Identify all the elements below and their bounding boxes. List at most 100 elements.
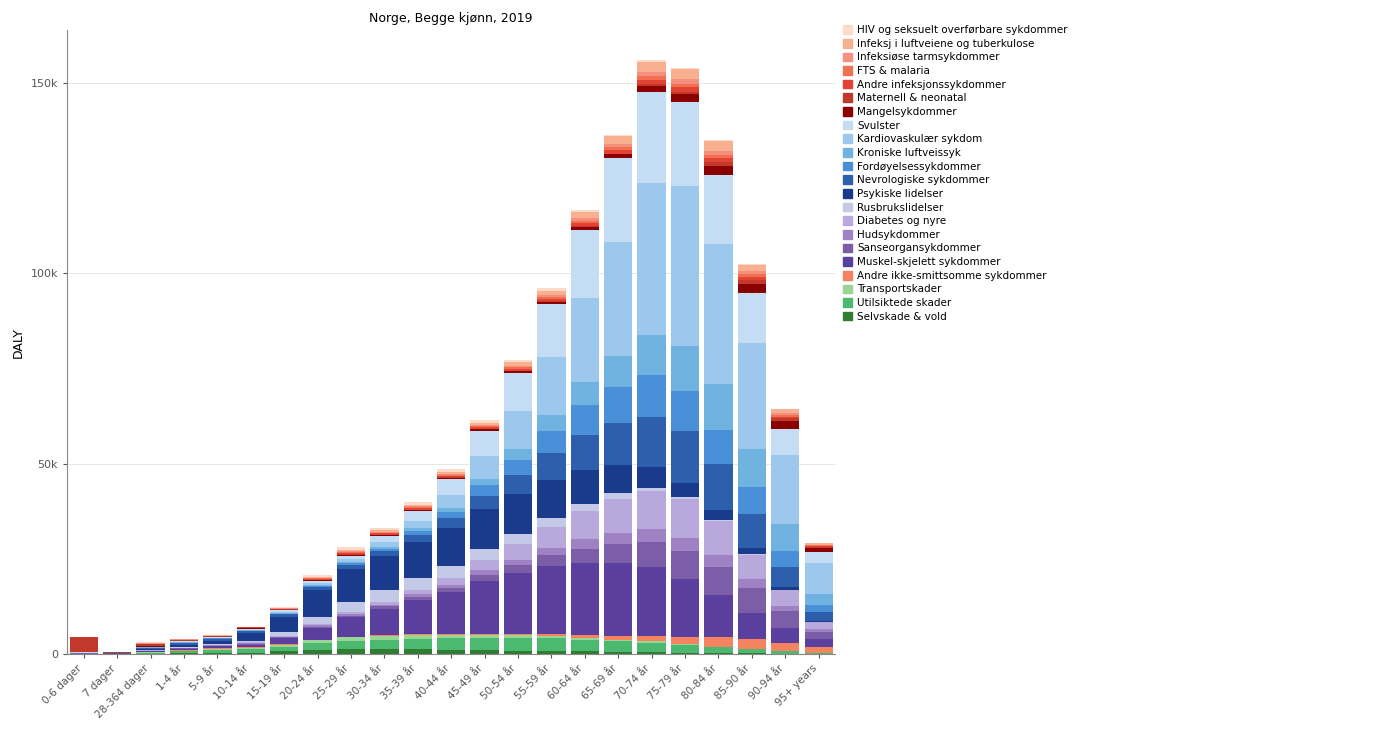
Bar bbox=[237, 641, 265, 643]
Bar bbox=[738, 488, 766, 514]
Bar bbox=[470, 634, 499, 635]
Bar bbox=[136, 651, 165, 652]
Bar bbox=[304, 575, 331, 577]
Bar bbox=[570, 504, 599, 511]
Bar bbox=[705, 595, 732, 637]
Bar bbox=[337, 616, 365, 618]
Bar bbox=[804, 632, 834, 639]
Bar bbox=[804, 647, 834, 652]
Bar bbox=[370, 548, 398, 551]
Bar bbox=[671, 482, 699, 497]
Bar bbox=[437, 472, 466, 474]
Bar bbox=[705, 464, 732, 510]
Bar bbox=[671, 92, 699, 94]
Bar bbox=[537, 357, 566, 414]
Bar bbox=[638, 488, 666, 491]
Bar bbox=[270, 638, 298, 644]
Bar bbox=[804, 621, 834, 622]
Bar bbox=[136, 648, 165, 649]
Bar bbox=[470, 580, 499, 634]
Bar bbox=[537, 566, 566, 634]
Bar bbox=[705, 163, 732, 165]
Bar bbox=[470, 431, 499, 455]
Bar bbox=[337, 559, 365, 562]
Bar bbox=[169, 649, 198, 650]
Bar bbox=[370, 532, 398, 533]
Bar bbox=[503, 362, 533, 365]
Bar bbox=[503, 573, 533, 634]
Bar bbox=[537, 555, 566, 566]
Bar bbox=[537, 414, 566, 430]
Bar bbox=[705, 151, 732, 155]
Bar bbox=[136, 652, 165, 654]
Legend: HIV og seksuelt overførbare sykdommer, Infeksj i luftveiene og tuberkulose, Infe: HIV og seksuelt overførbare sykdommer, I… bbox=[841, 23, 1069, 324]
Bar bbox=[570, 638, 599, 640]
Bar bbox=[605, 143, 632, 147]
Bar bbox=[638, 80, 666, 84]
Bar bbox=[671, 431, 699, 482]
Bar bbox=[605, 533, 632, 545]
Bar bbox=[404, 639, 431, 649]
Bar bbox=[270, 610, 298, 612]
Bar bbox=[437, 634, 466, 635]
Bar bbox=[470, 455, 499, 479]
Bar bbox=[771, 419, 799, 421]
Bar bbox=[437, 638, 466, 650]
Bar bbox=[605, 636, 632, 640]
Bar bbox=[370, 649, 398, 654]
Bar bbox=[771, 567, 799, 588]
Bar bbox=[605, 493, 632, 498]
Bar bbox=[69, 637, 98, 652]
Bar bbox=[771, 429, 799, 455]
Bar bbox=[404, 502, 431, 505]
Title: Norge, Begge kjønn, 2019: Norge, Begge kjønn, 2019 bbox=[369, 12, 533, 25]
Bar bbox=[738, 272, 766, 274]
Bar bbox=[169, 641, 198, 642]
Bar bbox=[337, 649, 365, 654]
Bar bbox=[503, 373, 533, 411]
Bar bbox=[771, 421, 799, 429]
Bar bbox=[337, 638, 365, 641]
Bar bbox=[370, 606, 398, 609]
Bar bbox=[437, 512, 466, 518]
Bar bbox=[705, 653, 732, 654]
Bar bbox=[370, 591, 398, 602]
Bar bbox=[570, 651, 599, 654]
Bar bbox=[503, 367, 533, 369]
Bar bbox=[605, 386, 632, 423]
Bar bbox=[570, 218, 599, 221]
Bar bbox=[204, 653, 232, 654]
Bar bbox=[470, 427, 499, 429]
Bar bbox=[270, 614, 298, 617]
Bar bbox=[470, 425, 499, 426]
Bar bbox=[270, 613, 298, 614]
Bar bbox=[304, 585, 331, 586]
Bar bbox=[204, 640, 232, 644]
Bar bbox=[237, 648, 265, 649]
Bar bbox=[503, 475, 533, 494]
Bar bbox=[537, 430, 566, 453]
Bar bbox=[705, 430, 732, 464]
Y-axis label: DALY: DALY bbox=[12, 326, 25, 358]
Bar bbox=[738, 613, 766, 639]
Bar bbox=[605, 640, 632, 641]
Bar bbox=[537, 291, 566, 295]
Bar bbox=[570, 635, 599, 638]
Bar bbox=[204, 650, 232, 653]
Bar bbox=[804, 548, 834, 552]
Bar bbox=[570, 563, 599, 635]
Bar bbox=[270, 617, 298, 632]
Bar bbox=[671, 67, 699, 69]
Bar bbox=[370, 551, 398, 556]
Bar bbox=[771, 550, 799, 567]
Bar bbox=[270, 645, 298, 647]
Bar bbox=[804, 622, 834, 630]
Bar bbox=[470, 575, 499, 580]
Bar bbox=[370, 535, 398, 537]
Bar bbox=[537, 518, 566, 527]
Bar bbox=[537, 548, 566, 555]
Bar bbox=[570, 405, 599, 436]
Bar bbox=[470, 561, 499, 570]
Bar bbox=[304, 579, 331, 580]
Bar bbox=[237, 633, 265, 641]
